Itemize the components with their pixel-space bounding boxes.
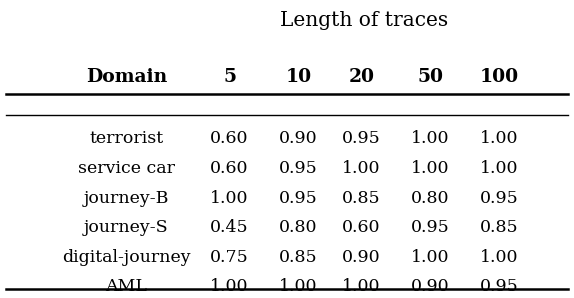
Text: Length of traces: Length of traces (281, 11, 448, 30)
Text: 0.95: 0.95 (279, 190, 318, 207)
Text: 0.75: 0.75 (210, 249, 249, 266)
Text: 0.85: 0.85 (279, 249, 318, 266)
Text: 0.80: 0.80 (411, 190, 450, 207)
Text: 20: 20 (348, 69, 375, 86)
Text: 0.90: 0.90 (411, 277, 450, 295)
Text: 50: 50 (417, 69, 444, 86)
Text: 0.45: 0.45 (210, 219, 249, 237)
Text: 100: 100 (480, 69, 519, 86)
Text: 1.00: 1.00 (342, 277, 381, 295)
Text: 1.00: 1.00 (480, 160, 519, 177)
Text: 1.00: 1.00 (210, 277, 249, 295)
Text: 0.60: 0.60 (210, 160, 249, 177)
Text: 1.00: 1.00 (480, 130, 519, 147)
Text: 0.95: 0.95 (480, 277, 519, 295)
Text: 1.00: 1.00 (411, 249, 450, 266)
Text: 0.80: 0.80 (279, 219, 318, 237)
Text: 0.85: 0.85 (342, 190, 381, 207)
Text: 0.95: 0.95 (480, 190, 519, 207)
Text: terrorist: terrorist (89, 130, 164, 147)
Text: 1.00: 1.00 (480, 249, 519, 266)
Text: digital-journey: digital-journey (62, 249, 191, 266)
Text: 0.95: 0.95 (411, 219, 450, 237)
Text: 1.00: 1.00 (279, 277, 318, 295)
Text: 0.95: 0.95 (279, 160, 318, 177)
Text: journey-B: journey-B (84, 190, 169, 207)
Text: 0.60: 0.60 (210, 130, 249, 147)
Text: 0.95: 0.95 (342, 130, 381, 147)
Text: service car: service car (78, 160, 174, 177)
Text: 0.90: 0.90 (279, 130, 318, 147)
Text: 0.90: 0.90 (342, 249, 381, 266)
Text: 1.00: 1.00 (411, 130, 450, 147)
Text: AML: AML (106, 277, 147, 295)
Text: 1.00: 1.00 (342, 160, 381, 177)
Text: 1.00: 1.00 (411, 160, 450, 177)
Text: 1.00: 1.00 (210, 190, 249, 207)
Text: journey-S: journey-S (84, 219, 169, 237)
Text: 0.60: 0.60 (342, 219, 381, 237)
Text: 0.85: 0.85 (480, 219, 519, 237)
Text: 5: 5 (223, 69, 236, 86)
Text: 10: 10 (285, 69, 312, 86)
Text: Domain: Domain (86, 69, 167, 86)
